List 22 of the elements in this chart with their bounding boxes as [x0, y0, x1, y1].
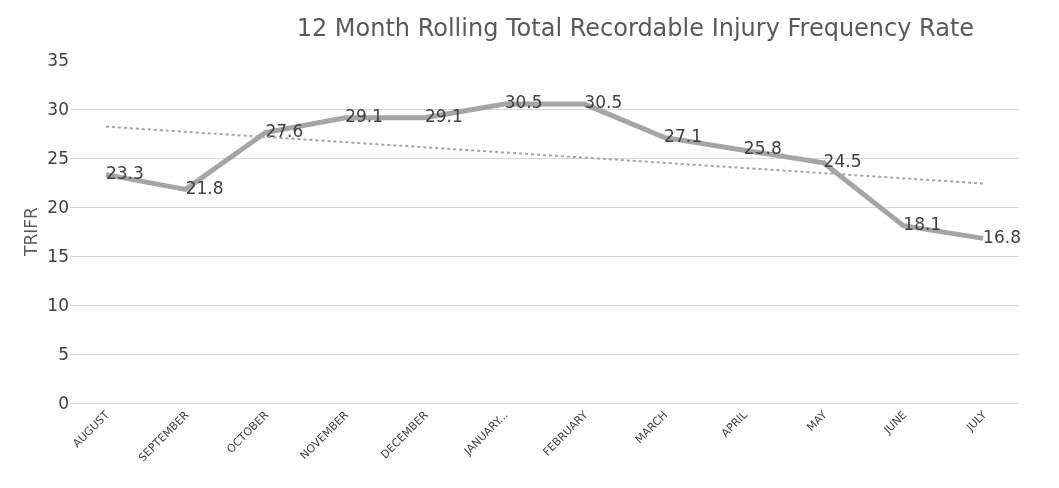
data-label: 16.8	[983, 226, 1021, 247]
y-axis-title: TRIFR	[20, 206, 41, 257]
y-tick-label: 15	[47, 245, 69, 266]
y-tick-label: 5	[58, 343, 69, 364]
y-tick-label: 0	[58, 392, 69, 413]
data-label: 18.1	[903, 213, 942, 234]
data-label: 29.1	[345, 106, 383, 127]
y-tick-label: 30	[47, 98, 69, 119]
data-label: 21.8	[185, 177, 224, 198]
y-tick-label: 35	[47, 49, 69, 70]
y-tick-label: 10	[47, 294, 69, 315]
data-label: 25.8	[743, 138, 782, 159]
y-tick-label: 25	[47, 147, 69, 168]
data-label: 30.5	[504, 92, 543, 113]
data-label: 27.1	[664, 125, 702, 146]
data-label: 29.1	[424, 106, 463, 127]
data-label: 30.5	[584, 92, 623, 113]
data-label: 24.5	[823, 151, 862, 172]
y-tick-label: 20	[47, 196, 69, 217]
data-label: 23.3	[105, 162, 144, 183]
chart-title: 12 Month Rolling Total Recordable Injury Frequency Rate	[296, 14, 975, 43]
data-label: 27.6	[265, 120, 304, 141]
